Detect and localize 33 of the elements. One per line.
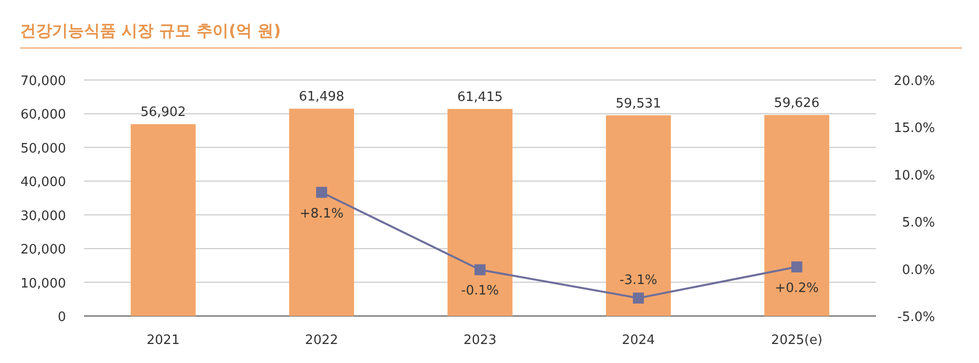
data-label: 56,902	[140, 105, 186, 120]
point	[316, 186, 328, 198]
y-tick-label: 20,000	[20, 242, 66, 258]
y2-tick-label: -5.0%	[897, 310, 935, 325]
y2-tick-label: 0.0%	[902, 262, 935, 278]
y2-tick-label: 10.0%	[894, 168, 935, 184]
data-label: -0.1%	[461, 284, 499, 299]
chart-title: 건강기능식품 시장 규모 추이(억 원)	[20, 21, 281, 40]
y-tick-label: 40,000	[20, 175, 66, 190]
data-label: 59,626	[774, 96, 820, 111]
data-label: +8.1%	[300, 206, 344, 222]
x-tick-label: 2021	[146, 333, 180, 348]
y-tick-label: 60,000	[20, 108, 66, 123]
point	[632, 292, 644, 304]
x-tick-label: 2024	[622, 333, 655, 348]
data-label: 61,498	[298, 90, 344, 105]
x-tick-label: 2022	[305, 333, 338, 348]
y-tick-label: 30,000	[20, 208, 66, 224]
point	[474, 264, 486, 276]
y-tick-label: 10,000	[20, 276, 66, 292]
point	[791, 261, 802, 272]
y-tick-label: 50,000	[20, 141, 66, 156]
data-label: -3.1%	[620, 273, 658, 288]
y2-tick-label: 20.0%	[894, 74, 935, 89]
data-label: 61,415	[457, 90, 503, 105]
data-label: 59,531	[616, 96, 662, 112]
x-tick-label: 2023	[463, 333, 497, 348]
x-tick-label: 2025(e)	[771, 333, 822, 348]
y-tick-label: 0	[58, 310, 66, 325]
data-label: +0.2%	[774, 280, 819, 296]
y2-tick-label: 15.0%	[894, 121, 935, 136]
y2-tick-label: 5.0%	[902, 216, 935, 231]
y-tick-label: 70,000	[20, 74, 66, 89]
